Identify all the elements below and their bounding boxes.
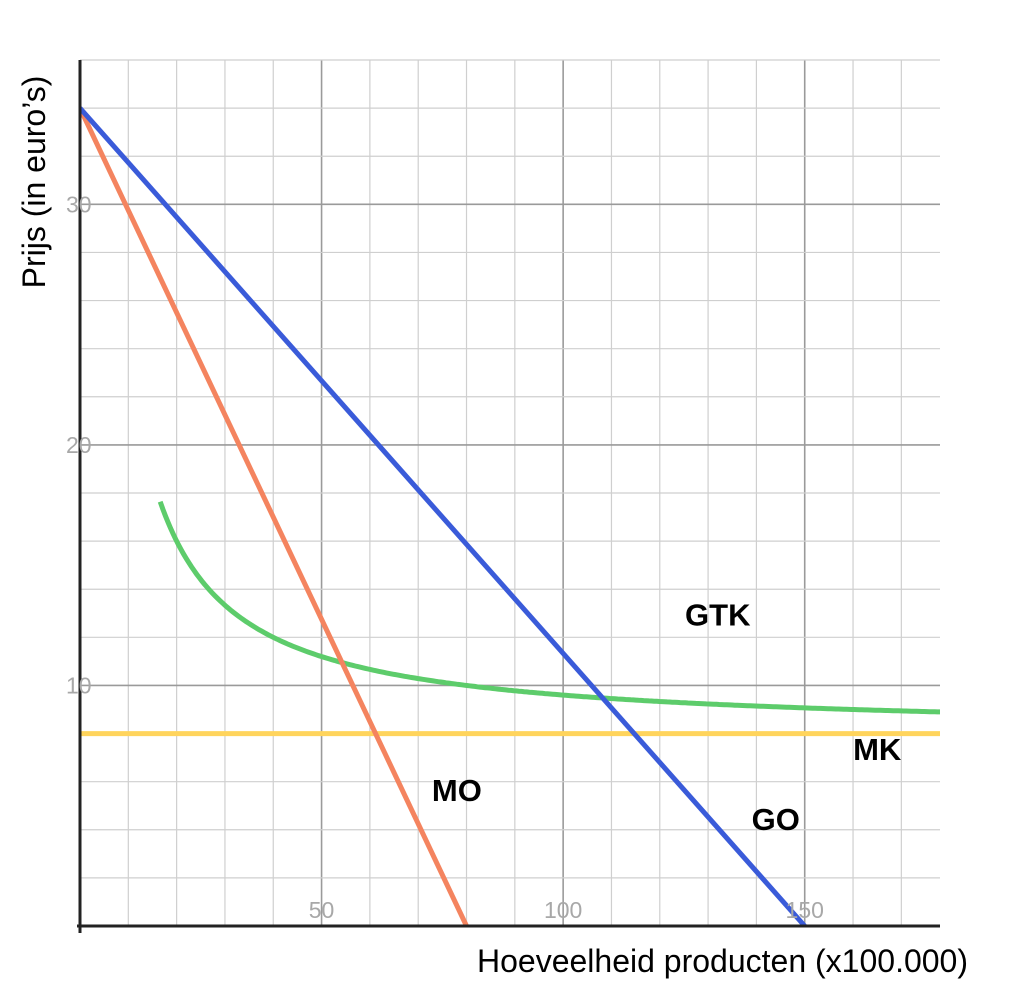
- series-label-gtk: GTK: [685, 597, 751, 632]
- series-label-mk: MK: [853, 732, 902, 767]
- series-line-gtk: [160, 502, 940, 712]
- axes: [77, 60, 940, 933]
- series-label-mo: MO: [432, 773, 482, 808]
- y-axis-title: Prijs (in euro’s): [16, 76, 52, 289]
- y-tick-label: 20: [66, 432, 92, 458]
- x-tick-label: 50: [309, 897, 335, 923]
- series-lines: [80, 108, 940, 926]
- x-axis-title: Hoeveelheid producten (x100.000): [477, 943, 968, 979]
- x-tick-label: 100: [544, 897, 582, 923]
- grid: [80, 60, 940, 926]
- series-labels: MK GTK MO GO: [432, 597, 902, 836]
- y-tick-label: 30: [66, 191, 92, 217]
- series-label-go: GO: [752, 802, 800, 837]
- x-tick-label: 150: [786, 897, 824, 923]
- y-tick-label: 10: [66, 672, 92, 698]
